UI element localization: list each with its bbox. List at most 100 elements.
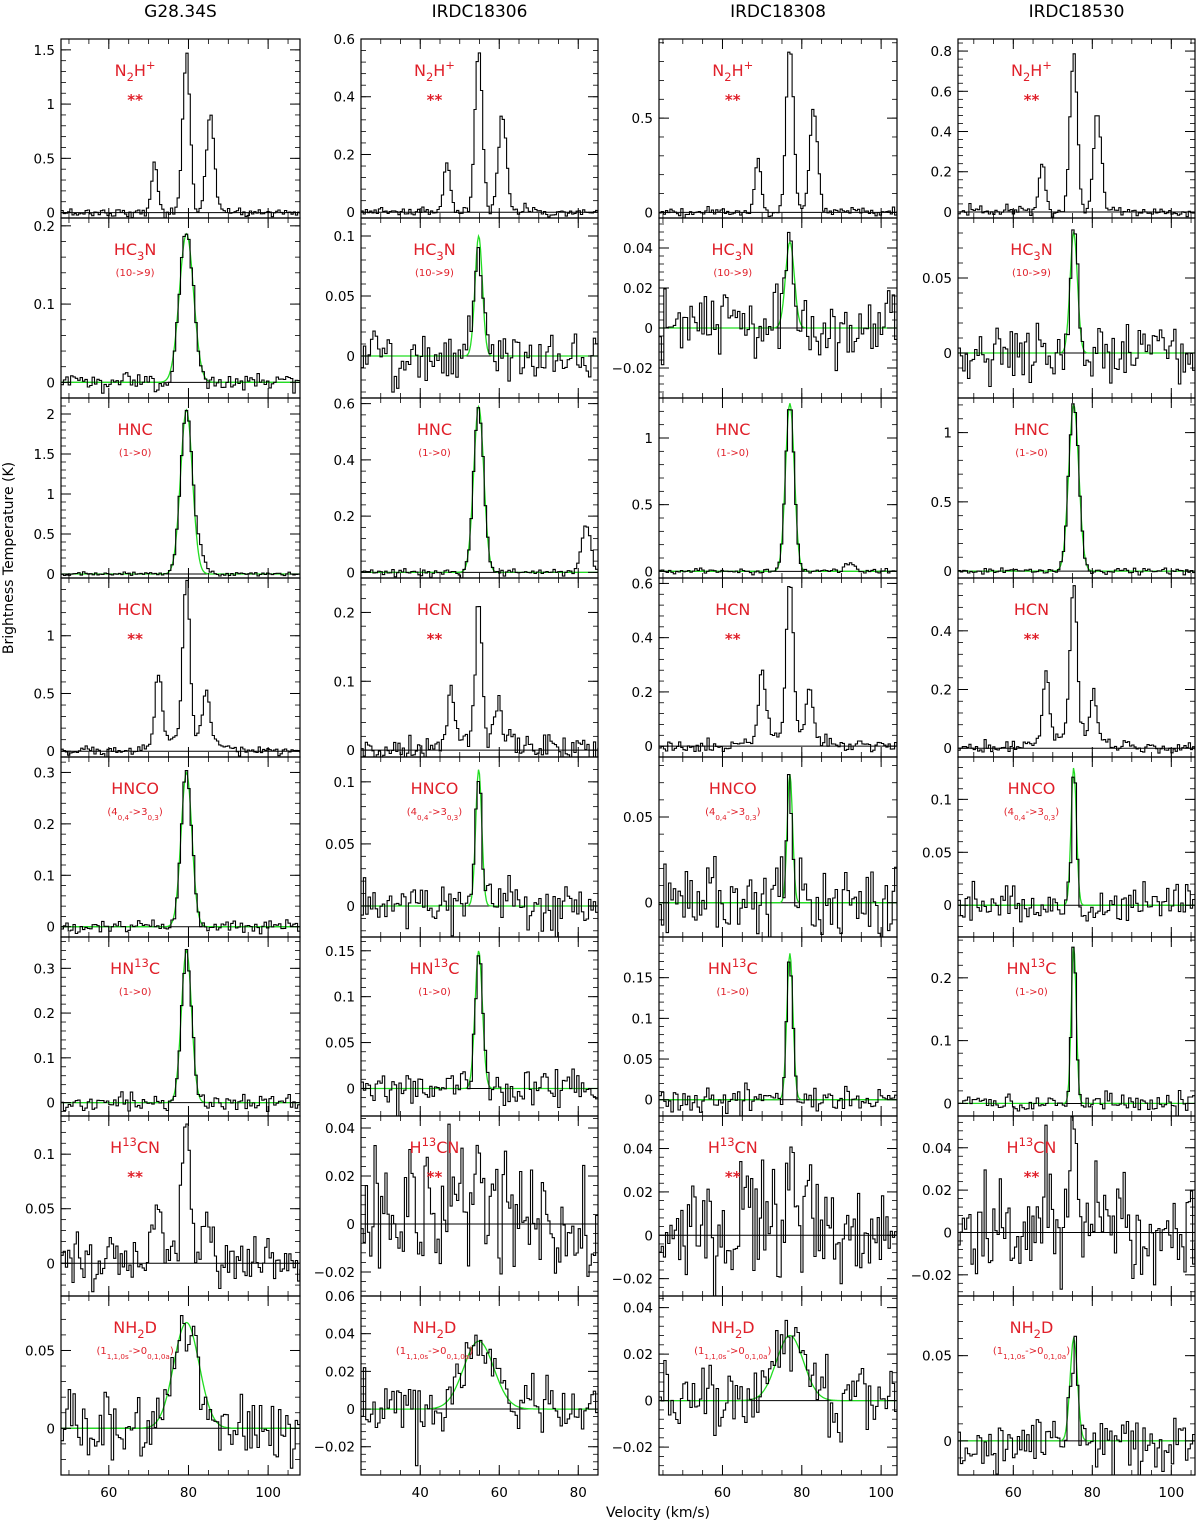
transition-label: (1->0) [418, 448, 451, 459]
y-tick-label: 0.1 [931, 792, 952, 808]
y-tick-label: 0.2 [34, 1006, 55, 1022]
transition-label: (1->0) [119, 987, 152, 998]
gaussian-fit-line [361, 950, 598, 1090]
y-tick-label: 0 [644, 564, 653, 580]
spectrum-line [659, 1319, 897, 1443]
y-tick-label: 0 [46, 375, 55, 391]
panel-frame [658, 38, 898, 219]
transition-label: (40,4->30,3) [407, 807, 463, 822]
spectrum-line [659, 409, 897, 576]
y-tick-label: 0.2 [34, 817, 55, 833]
y-tick-label: 0.04 [922, 1141, 952, 1157]
y-tick-label: 1 [46, 629, 55, 645]
spectrum-panel: 0 0.05 0.1 H13CN ** [25, 1115, 301, 1297]
x-tick-label: 60 [1005, 1485, 1022, 1501]
y-tick-label: 0 [346, 1217, 355, 1233]
y-tick-label: 1.5 [34, 447, 55, 463]
spectrum-panel: −0.02 0 0.02 0.04 H13CN ** [911, 1115, 1196, 1297]
spectrum-line [958, 53, 1195, 218]
spectrum-panel: 0 0.05 0.1 0.15 HN13C (1->0) [325, 936, 599, 1117]
y-tick-label: 0.1 [931, 1034, 952, 1050]
molecule-label: NH2D [413, 1318, 457, 1341]
molecule-label: NH2D [1010, 1318, 1054, 1341]
spectrum-line [361, 1334, 598, 1467]
panel-frame [658, 397, 898, 579]
spectrum-line [61, 233, 300, 394]
y-tick-label: 0 [346, 899, 355, 915]
y-tick-label: 0 [46, 567, 55, 583]
spectrum-panel: 0 0.5 1 HNC (1->0) [632, 397, 898, 580]
spectrum-line [361, 606, 598, 757]
transition-label: (1->0) [717, 448, 750, 459]
y-tick-label: 2 [46, 407, 55, 423]
molecule-label: HCN [118, 600, 153, 619]
spectrum-line [361, 52, 598, 218]
y-tick-label: 0.2 [334, 605, 355, 621]
x-axis-title: Velocity (km/s) [606, 1505, 710, 1521]
y-tick-label: 0.05 [623, 1052, 653, 1068]
y-tick-label: 0 [644, 1093, 653, 1109]
spectrum-panel: 0 0.5 N2H+ ** [632, 38, 898, 221]
spectrum-panel: 0 0.2 0.4 0.6 HCN ** [632, 576, 898, 758]
y-tick-label: 0.1 [34, 1051, 55, 1067]
y-tick-label: 0 [644, 739, 653, 755]
gaussian-fit-line [659, 403, 897, 572]
transition-label: (11,1,0s->00,1,0a) [993, 1346, 1070, 1361]
molecule-label: HN13C [708, 956, 758, 978]
panel-frame [658, 936, 898, 1117]
y-tick-label: 0.2 [334, 509, 355, 525]
y-tick-label: 1 [46, 97, 55, 113]
gaussian-fit-line [361, 233, 598, 357]
y-tick-label: −0.02 [314, 1265, 355, 1281]
spectrum-panel: 0 0.05 0.1 HC3N (10->9) [325, 217, 599, 399]
column-title: G28.34S [144, 2, 217, 22]
y-tick-label: 0 [943, 898, 952, 914]
spectrum-panel: 0 0.1 0.2 HN13C (1->0) [931, 936, 1196, 1117]
x-tick-label: 60 [491, 1485, 508, 1501]
y-tick-label: 0 [943, 1434, 952, 1450]
x-tick-label: 60 [714, 1485, 731, 1501]
panel-grid: 0 0.5 1 1.5 N2H+ ** 0 0.2 0.4 0.6 N2H+ ** 0 0.5 N2H+ **… [25, 32, 1196, 1501]
y-tick-label: 0 [346, 205, 355, 221]
column-title: IRDC18306 [432, 2, 528, 22]
hyperfine-flag: ** [427, 91, 443, 109]
spectrum-panel: 0 0.2 0.4 0.6 HNC (1->0) [334, 397, 599, 581]
transition-label: (1->0) [1015, 987, 1048, 998]
panel-frame [658, 1115, 898, 1297]
y-tick-label: 0.02 [325, 1364, 355, 1380]
y-tick-label: 0.1 [334, 990, 355, 1006]
molecule-label: HNCO [1008, 779, 1056, 798]
y-tick-label: −0.02 [911, 1268, 952, 1284]
gaussian-fit-line [659, 774, 897, 904]
panel-frame [360, 397, 599, 579]
spectrum-line [958, 585, 1195, 754]
y-tick-label: 0.02 [623, 281, 653, 297]
spectrum-line [361, 955, 598, 1116]
gaussian-fit-line [61, 232, 300, 383]
transition-label: (1->0) [119, 448, 152, 459]
molecule-label: NH2D [113, 1318, 157, 1341]
spectrum-line [958, 776, 1195, 923]
molecule-label: HN13C [1007, 956, 1057, 978]
x-tick-label: 80 [1084, 1485, 1101, 1501]
column-title: IRDC18530 [1029, 2, 1125, 22]
y-tick-label: 0 [46, 920, 55, 936]
y-tick-label: 0.05 [325, 837, 355, 853]
spectrum-panel: −0.02 0 0.02 0.04 H13CN ** [612, 1115, 898, 1297]
x-tick-label: 100 [1158, 1485, 1184, 1501]
y-tick-label: 0.3 [34, 765, 55, 781]
transition-label: (11,1,0s->00,1,0a) [396, 1346, 473, 1361]
molecule-label: N2H+ [115, 58, 156, 84]
y-tick-label: 0.05 [325, 289, 355, 305]
molecule-label: HCN [715, 600, 750, 619]
molecule-label: HNCO [709, 779, 757, 798]
y-tick-label: 0 [943, 205, 952, 221]
spectrum-line [61, 52, 300, 218]
y-tick-label: 0.1 [34, 297, 55, 313]
spectrum-panel: 0 0.5 1 1.5 N2H+ ** [34, 38, 301, 222]
x-tick-label: 40 [412, 1485, 429, 1501]
transition-label: (40,4->30,3) [107, 807, 163, 822]
spectrum-panel: −0.02 0 0.02 0.04 60 80 100 NH2D (11,1,0s->00,1,… [612, 1295, 898, 1501]
y-tick-label: 0.05 [922, 271, 952, 287]
